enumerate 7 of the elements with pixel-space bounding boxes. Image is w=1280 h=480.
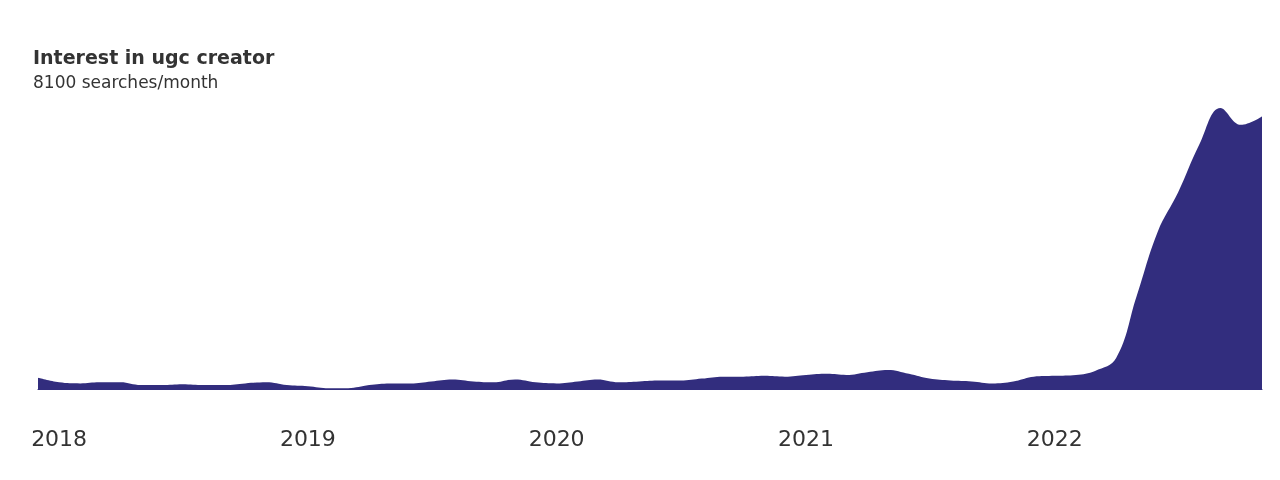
- x-tick-label: 2022: [1026, 425, 1083, 451]
- chart-title: Interest in ugc creator: [33, 45, 275, 68]
- x-tick-label: 2021: [778, 425, 835, 451]
- x-tick-label: 2020: [528, 425, 585, 451]
- x-tick-label: 2018: [31, 425, 88, 451]
- chart-subtitle: 8100 searches/month: [33, 71, 219, 92]
- x-tick-label: 2019: [279, 425, 336, 451]
